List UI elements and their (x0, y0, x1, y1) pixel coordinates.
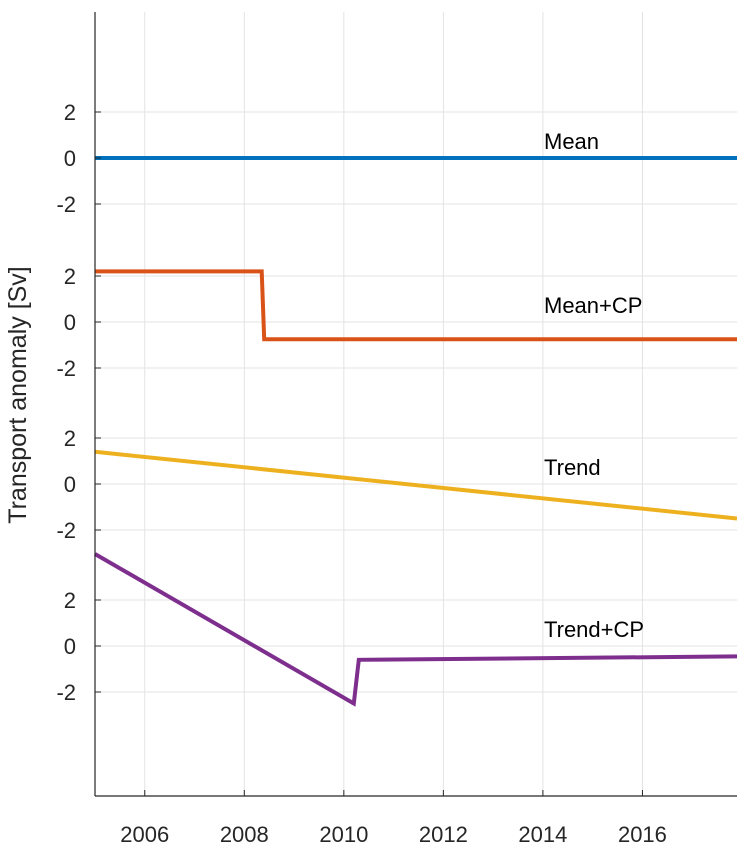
series-line-trend-plus-cp (93, 552, 737, 707)
y-tick-label: -2 (56, 192, 76, 217)
axes (94, 12, 737, 797)
series-line-trend (94, 449, 737, 521)
tick-labels: 2006 2008 2010 2012 2014 2016 2 0 -2 2 0 -2 2 0 -2 2 0 -2 (56, 100, 666, 847)
x-tick-label: 2006 (120, 822, 169, 847)
grid (95, 12, 737, 796)
series-lines (93, 156, 737, 707)
series-label: Trend (544, 455, 601, 480)
y-tick-label: -2 (56, 518, 76, 543)
series-label: Trend+CP (544, 617, 644, 642)
x-tick-label: 2014 (518, 822, 567, 847)
y-tick-label: -2 (56, 356, 76, 381)
y-tick-label: 0 (64, 472, 76, 497)
y-tick-label: 2 (64, 588, 76, 613)
y-tick-label: 2 (64, 426, 76, 451)
x-tick-label: 2012 (419, 822, 468, 847)
y-axis-title: Transport anomaly [Sv] (4, 266, 32, 524)
series-label: Mean (544, 129, 599, 154)
y-tick-label: -2 (56, 680, 76, 705)
series-line-mean-plus-cp (95, 269, 737, 342)
series-labels: Mean Mean+CP Trend Trend+CP (544, 129, 644, 642)
y-tick-label: 2 (64, 264, 76, 289)
x-tick-label: 2008 (220, 822, 269, 847)
y-tick-label: 0 (64, 310, 76, 335)
x-tick-label: 2016 (618, 822, 667, 847)
x-tick-label: 2010 (319, 822, 368, 847)
series-label: Mean+CP (544, 293, 642, 318)
y-tick-label: 0 (64, 634, 76, 659)
y-tick-label: 0 (64, 146, 76, 171)
y-tick-label: 2 (64, 100, 76, 125)
